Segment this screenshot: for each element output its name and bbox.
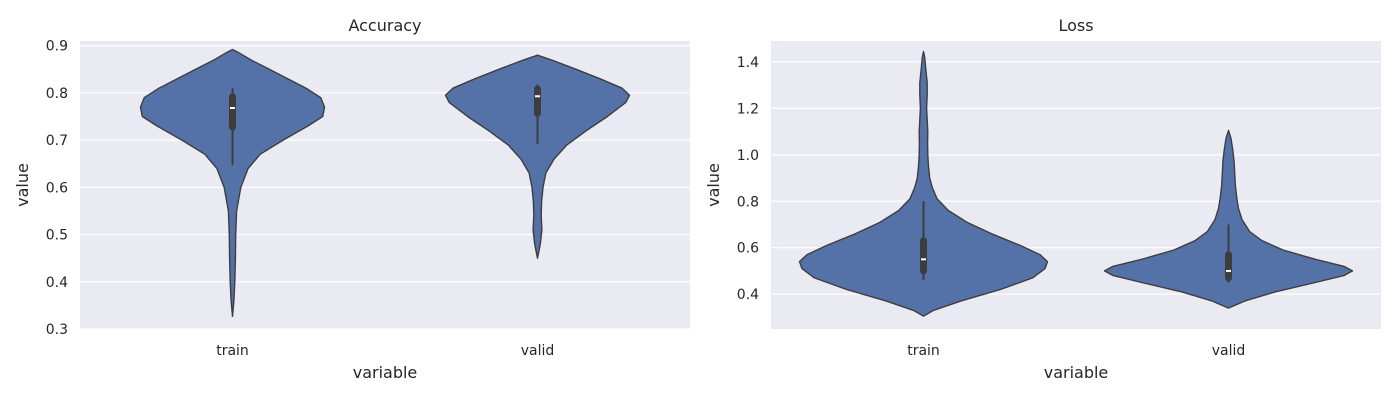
- median-marker: [1226, 269, 1231, 272]
- x-tick-label: valid: [521, 343, 555, 359]
- y-tick-label: 0.5: [46, 228, 68, 244]
- violin-train: [798, 50, 1049, 317]
- chart-title: Loss: [1058, 16, 1093, 35]
- y-tick-label: 0.9: [46, 39, 68, 55]
- violin-group-train: [798, 50, 1049, 317]
- violin-group-train: [139, 48, 326, 317]
- median-marker: [535, 95, 540, 98]
- chart-panel-loss: 0.4 0.6 0.8 1.0 1.2 1.4 train valid variable valu…: [704, 16, 1381, 382]
- x-axis-label: variable: [353, 363, 418, 382]
- y-tick-label: 0.6: [737, 241, 759, 257]
- y-tick-label: 0.7: [46, 133, 68, 149]
- y-axis-label: value: [704, 163, 723, 207]
- y-tick-label: 1.2: [737, 101, 759, 117]
- y-tick-label: 0.4: [737, 287, 759, 303]
- chart-panel-accuracy: 0.3 0.4 0.5 0.6 0.7 0.8 0.9 train valid variable v…: [13, 16, 690, 382]
- violin-train: [139, 48, 326, 317]
- median-marker: [921, 258, 926, 261]
- violin-valid: [444, 54, 631, 259]
- y-tick-label: 0.4: [46, 275, 68, 291]
- x-tick-label: train: [907, 343, 940, 359]
- y-tick-label: 0.3: [46, 322, 68, 338]
- x-tick-label: valid: [1212, 343, 1246, 359]
- y-axis-label: value: [13, 163, 32, 207]
- y-tick-label: 1.4: [737, 55, 759, 71]
- median-marker: [230, 107, 235, 110]
- violin-group-valid: [444, 54, 631, 259]
- violin-valid: [1103, 129, 1354, 309]
- y-tick-label: 0.8: [737, 194, 759, 210]
- chart-title: Accuracy: [348, 16, 421, 35]
- y-tick-label: 0.6: [46, 180, 68, 196]
- y-tick-label: 1.0: [737, 148, 759, 164]
- x-tick-label: train: [216, 343, 249, 359]
- x-axis-label: variable: [1044, 363, 1109, 382]
- violin-group-valid: [1103, 129, 1354, 309]
- y-tick-label: 0.8: [46, 86, 68, 102]
